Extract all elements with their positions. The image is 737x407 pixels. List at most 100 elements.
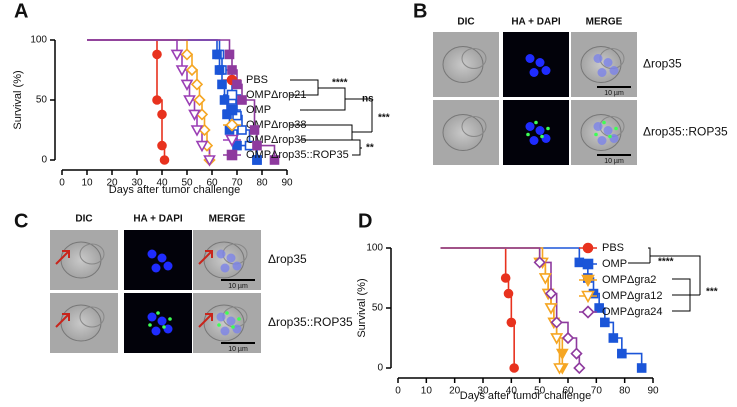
marker bbox=[225, 118, 239, 132]
marker bbox=[500, 273, 511, 283]
x-tick-label: 80 bbox=[256, 178, 268, 189]
nucleus bbox=[535, 126, 545, 135]
arrow bbox=[198, 313, 213, 328]
legend-label: OMPΔrop21 bbox=[246, 89, 307, 101]
marker bbox=[561, 331, 575, 345]
marker bbox=[538, 273, 552, 285]
marker bbox=[180, 48, 194, 61]
scale-bar-label: 10 µm bbox=[604, 158, 624, 165]
annotation: **** bbox=[658, 257, 674, 268]
legend-label: OMPΔgra24 bbox=[602, 306, 663, 318]
marker bbox=[193, 93, 206, 107]
row-label: Δrop35::ROP35 bbox=[268, 315, 353, 329]
nucleus bbox=[216, 312, 226, 322]
marker bbox=[544, 287, 558, 300]
marker bbox=[185, 63, 199, 77]
nucleus bbox=[529, 68, 539, 77]
annotation: ns bbox=[362, 94, 374, 105]
x-tick-label: 90 bbox=[647, 386, 659, 397]
column-header: HA + DAPI bbox=[511, 17, 561, 28]
cell bbox=[461, 48, 487, 69]
ha-signal bbox=[231, 325, 235, 329]
marker bbox=[581, 305, 595, 319]
x-tick-label: 20 bbox=[449, 386, 461, 397]
nucleus bbox=[603, 58, 613, 67]
annotation: *** bbox=[378, 113, 390, 124]
cell bbox=[79, 243, 105, 265]
marker bbox=[503, 288, 514, 299]
x-tick-label: 20 bbox=[106, 178, 118, 189]
scale-bar-label: 10 µm bbox=[604, 90, 624, 97]
nucleus bbox=[609, 66, 619, 75]
nucleus bbox=[226, 253, 236, 263]
nucleus bbox=[157, 316, 167, 326]
column-header: DIC bbox=[75, 214, 92, 225]
cell bbox=[461, 116, 487, 137]
marker bbox=[544, 303, 558, 315]
nucleus bbox=[220, 263, 230, 273]
x-tick-label: 30 bbox=[131, 178, 143, 189]
x-axis-label: Days after tumor challenge bbox=[460, 390, 591, 402]
x-tick-label: 0 bbox=[59, 178, 65, 189]
x-tick-label: 30 bbox=[477, 386, 489, 397]
marker bbox=[553, 363, 566, 375]
cell bbox=[580, 46, 622, 83]
annotation: **** bbox=[332, 78, 348, 89]
x-tick-label: 10 bbox=[421, 386, 433, 397]
legend-label: OMP bbox=[602, 258, 627, 270]
nucleus bbox=[226, 316, 236, 326]
annotation: *** bbox=[706, 287, 718, 298]
marker bbox=[188, 109, 201, 122]
marker bbox=[555, 348, 569, 361]
panel-label: C bbox=[14, 210, 28, 232]
ha-signal bbox=[148, 323, 152, 327]
legend-label: PBS bbox=[602, 242, 624, 254]
ha-signal bbox=[162, 325, 166, 329]
x-tick-label: 40 bbox=[156, 178, 168, 189]
x-tick-label: 60 bbox=[562, 386, 574, 397]
marker bbox=[252, 155, 262, 165]
x-tick-label: 70 bbox=[591, 386, 603, 397]
cell bbox=[60, 241, 102, 279]
nucleus bbox=[525, 122, 535, 131]
marker bbox=[594, 303, 604, 313]
marker bbox=[226, 104, 238, 116]
ha-signal bbox=[614, 126, 618, 131]
marker bbox=[203, 155, 216, 167]
nucleus bbox=[597, 136, 607, 145]
marker bbox=[152, 49, 162, 60]
x-tick-label: 50 bbox=[181, 178, 193, 189]
column-header: MERGE bbox=[209, 214, 246, 225]
column-header: MERGE bbox=[586, 17, 623, 28]
marker bbox=[170, 49, 184, 62]
nucleus bbox=[163, 261, 173, 271]
marker bbox=[573, 361, 586, 375]
marker bbox=[533, 256, 546, 269]
nucleus bbox=[147, 249, 157, 259]
legend-label: PBS bbox=[246, 74, 268, 86]
row-label: Δrop35::ROP35 bbox=[643, 125, 728, 139]
marker bbox=[152, 95, 162, 105]
ha-signal bbox=[156, 311, 160, 315]
x-tick-label: 80 bbox=[619, 386, 631, 397]
marker bbox=[214, 65, 225, 75]
ha-signal bbox=[602, 120, 606, 125]
nucleus bbox=[232, 261, 242, 271]
ha-signal bbox=[225, 311, 229, 315]
marker bbox=[190, 125, 204, 137]
ha-signal bbox=[217, 323, 221, 327]
marker bbox=[232, 140, 242, 151]
marker bbox=[175, 65, 189, 77]
marker bbox=[180, 79, 194, 92]
nucleus bbox=[525, 54, 535, 63]
x-tick-label: 60 bbox=[206, 178, 218, 189]
ha-signal bbox=[546, 126, 550, 131]
nucleus bbox=[529, 136, 539, 145]
ha-signal bbox=[168, 317, 172, 321]
nucleus bbox=[535, 58, 545, 67]
marker bbox=[608, 333, 619, 343]
y-tick-label: 100 bbox=[30, 35, 47, 46]
x-tick-label: 90 bbox=[281, 178, 293, 189]
nucleus bbox=[216, 249, 226, 259]
marker bbox=[217, 79, 227, 90]
